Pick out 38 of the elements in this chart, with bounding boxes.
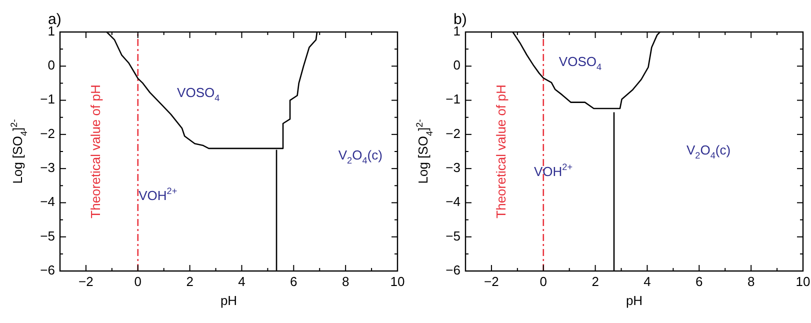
y-tick-label: −5 — [446, 228, 460, 244]
y-tick-label: 0 — [48, 58, 55, 73]
annotation: VOSO$_{4}$ — [558, 54, 602, 72]
annotation: VOSO$_{4}$ — [177, 86, 220, 104]
x-tick-label: 10 — [390, 274, 405, 289]
annotation: VOH$^{2+}$ — [138, 186, 178, 204]
y-tick-label: −3 — [40, 160, 55, 176]
y-tick-label: −6 — [446, 262, 460, 278]
y-tick-label: −4 — [40, 194, 55, 210]
x-tick-label: 4 — [238, 274, 246, 289]
x-tick-label: 4 — [644, 274, 651, 289]
x-tick-label: −2 — [78, 274, 94, 289]
y-tick-label: −2 — [446, 126, 460, 141]
x-axis-title: pH — [220, 293, 238, 308]
x-tick-label: 8 — [342, 274, 350, 289]
x-tick-label: −2 — [484, 274, 499, 289]
y-tick-label: −1 — [446, 92, 460, 107]
y-tick-label: −5 — [40, 228, 55, 244]
x-tick-label: 6 — [290, 274, 298, 289]
ref-line-label: Theoretical value of pH — [88, 84, 103, 218]
annotation: V$_{2}$O$_{4}$(c) — [338, 148, 382, 166]
y-tick-label: −2 — [40, 126, 55, 141]
y-tick-label: −1 — [40, 92, 55, 107]
x-tick-label: 2 — [186, 274, 194, 289]
y-tick-label: −6 — [40, 262, 55, 278]
x-tick-label: 0 — [540, 274, 547, 289]
annotation: VOH$^{2+}$ — [534, 162, 573, 180]
x-tick-label: 6 — [696, 274, 703, 289]
x-tick-label: 0 — [134, 274, 142, 289]
ref-line-label: Theoretical value of pH — [493, 84, 508, 218]
annotation: V$_{2}$O$_{4}$(c) — [686, 142, 731, 161]
x-tick-label: 2 — [592, 274, 599, 289]
y-tick-label: −3 — [446, 160, 460, 176]
x-axis-title: pH — [626, 293, 643, 308]
x-tick-label: 10 — [796, 274, 810, 289]
y-tick-label: 0 — [453, 58, 460, 73]
x-tick-label: 8 — [747, 274, 755, 289]
y-tick-label: −4 — [446, 194, 460, 210]
